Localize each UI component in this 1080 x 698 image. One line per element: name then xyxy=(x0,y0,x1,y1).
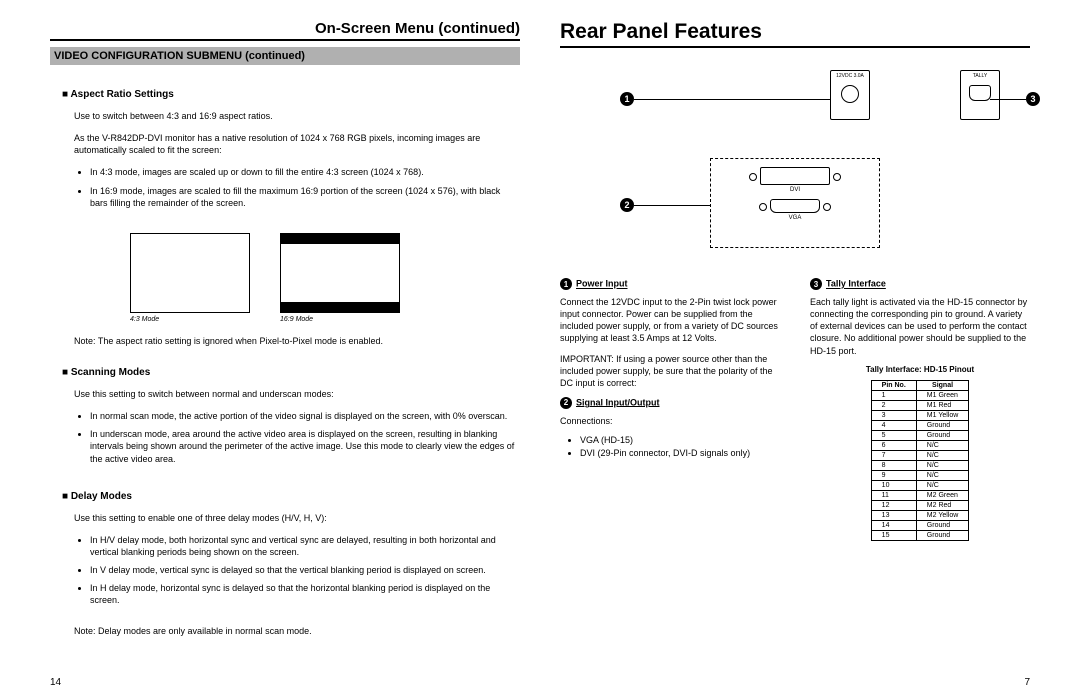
scan-b2: In underscan mode, area around the activ… xyxy=(90,428,520,464)
tally-p1: Each tally light is activated via the HD… xyxy=(810,296,1030,357)
power-p2: IMPORTANT: If using a power source other… xyxy=(560,353,780,389)
power-p1: Connect the 12VDC input to the 2-Pin twi… xyxy=(560,296,780,345)
delay-b2: In V delay mode, vertical sync is delaye… xyxy=(90,564,520,576)
fig-169-caption: 16:9 Mode xyxy=(280,316,400,323)
table-row: 5Ground xyxy=(871,430,969,440)
table-row: 12M2 Red xyxy=(871,500,969,510)
power-connector-icon: 12VDC 3.0A xyxy=(830,70,870,120)
signal-li2: DVI (29-Pin connector, DVI-D signals onl… xyxy=(580,448,780,458)
signal-p1: Connections: xyxy=(560,415,780,427)
dvi-vga-box: DVI VGA xyxy=(710,158,880,248)
delay-intro: Use this setting to enable one of three … xyxy=(74,512,520,524)
col-right: 3Tally Interface Each tally light is act… xyxy=(810,274,1030,541)
table-row: 4Ground xyxy=(871,420,969,430)
aspect-intro: Use to switch between 4:3 and 16:9 aspec… xyxy=(74,110,520,122)
aspect-b2: In 16:9 mode, images are scaled to fill … xyxy=(90,185,520,209)
table-row: 3M1 Yellow xyxy=(871,410,969,420)
pinout-col0: Pin No. xyxy=(871,380,916,390)
fig-43: 4:3 Mode xyxy=(130,233,250,323)
fig-169: 16:9 Mode xyxy=(280,233,400,323)
mode-figures: 4:3 Mode 16:9 Mode xyxy=(130,233,520,323)
table-row: 14Ground xyxy=(871,520,969,530)
callout-1: 1 xyxy=(620,92,634,106)
delay-note: Note: Delay modes are only available in … xyxy=(74,625,520,637)
signal-heading: 2Signal Input/Output xyxy=(560,397,780,409)
callout-2: 2 xyxy=(620,198,634,212)
page-number-left: 14 xyxy=(50,657,520,688)
fig-169-box xyxy=(280,233,400,313)
callout-3: 3 xyxy=(1026,92,1040,106)
feature-columns: 1Power Input Connect the 12VDC input to … xyxy=(560,274,1030,541)
table-row: 8N/C xyxy=(871,460,969,470)
pinout-table: Pin No. Signal 1M1 Green2M1 Red3M1 Yello… xyxy=(871,380,970,541)
rear-panel-diagram: 12VDC 3.0A TALLY DVI VGA 1 3 2 xyxy=(580,68,1010,258)
table-row: 7N/C xyxy=(871,450,969,460)
right-page: Rear Panel Features 12VDC 3.0A TALLY DVI… xyxy=(540,20,1050,688)
page-number-right: 7 xyxy=(560,657,1030,688)
vga-port-icon xyxy=(770,199,820,213)
pinout-title: Tally Interface: HD-15 Pinout xyxy=(810,365,1030,374)
dvi-port-icon xyxy=(760,167,830,185)
delay-heading: Delay Modes xyxy=(62,491,520,502)
aspect-desc: As the V-R842DP-DVI monitor has a native… xyxy=(74,132,520,156)
scan-intro: Use this setting to switch between norma… xyxy=(74,388,520,400)
tally-connector-icon: TALLY xyxy=(960,70,1000,120)
scan-b1: In normal scan mode, the active portion … xyxy=(90,410,520,422)
vga-label: VGA xyxy=(711,215,879,221)
scan-heading: Scanning Modes xyxy=(62,367,520,378)
table-row: 9N/C xyxy=(871,470,969,480)
fig-43-box xyxy=(130,233,250,313)
table-row: 13M2 Yellow xyxy=(871,510,969,520)
submenu-header: VIDEO CONFIGURATION SUBMENU (continued) xyxy=(50,47,520,65)
page-title-right: Rear Panel Features xyxy=(560,20,1030,48)
aspect-heading: Aspect Ratio Settings xyxy=(62,89,520,100)
table-row: 10N/C xyxy=(871,480,969,490)
tally-heading: 3Tally Interface xyxy=(810,278,1030,290)
aspect-b1: In 4:3 mode, images are scaled up or dow… xyxy=(90,166,520,178)
pinout-col1: Signal xyxy=(916,380,969,390)
page-title-left: On-Screen Menu (continued) xyxy=(50,20,520,41)
dvi-label: DVI xyxy=(711,187,879,193)
table-row: 6N/C xyxy=(871,440,969,450)
scan-bullets: In normal scan mode, the active portion … xyxy=(90,410,520,471)
left-page: On-Screen Menu (continued) VIDEO CONFIGU… xyxy=(30,20,540,688)
aspect-bullets: In 4:3 mode, images are scaled up or dow… xyxy=(90,166,520,214)
col-left: 1Power Input Connect the 12VDC input to … xyxy=(560,274,780,541)
delay-bullets: In H/V delay mode, both horizontal sync … xyxy=(90,534,520,613)
table-row: 15Ground xyxy=(871,530,969,540)
power-input-heading: 1Power Input xyxy=(560,278,780,290)
signal-list: VGA (HD-15) DVI (29-Pin connector, DVI-D… xyxy=(580,435,780,458)
fig-43-caption: 4:3 Mode xyxy=(130,316,250,323)
table-row: 11M2 Green xyxy=(871,490,969,500)
table-row: 2M1 Red xyxy=(871,400,969,410)
signal-li1: VGA (HD-15) xyxy=(580,435,780,445)
aspect-note: Note: The aspect ratio setting is ignore… xyxy=(74,335,520,347)
delay-b1: In H/V delay mode, both horizontal sync … xyxy=(90,534,520,558)
table-row: 1M1 Green xyxy=(871,390,969,400)
delay-b3: In H delay mode, horizontal sync is dela… xyxy=(90,582,520,606)
